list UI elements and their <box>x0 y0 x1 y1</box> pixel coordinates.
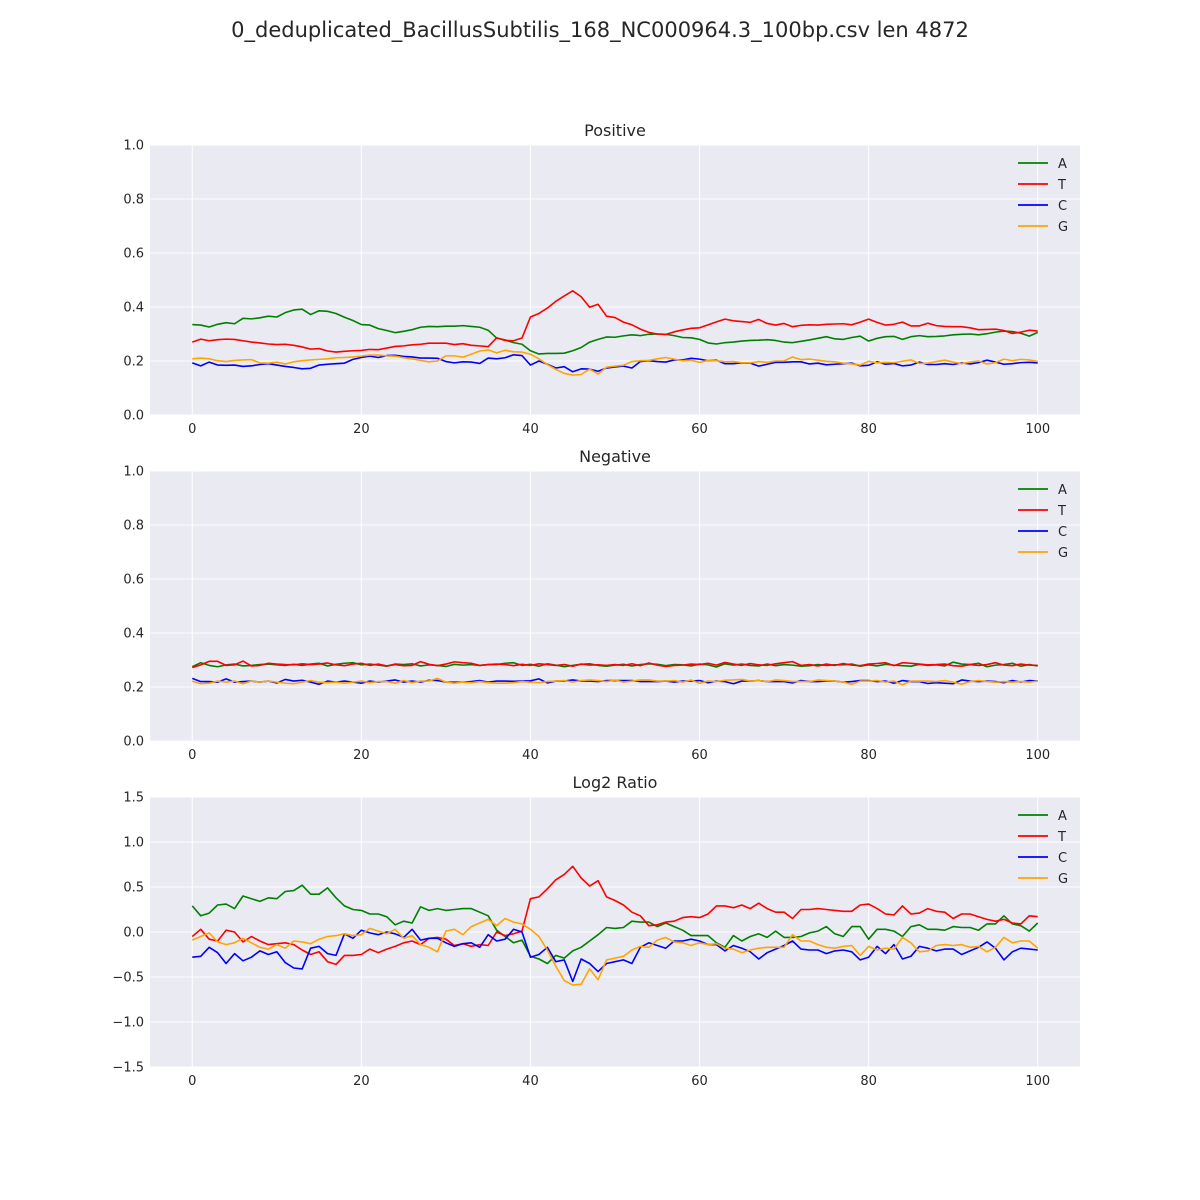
y-tick-label: 0.5 <box>123 881 144 896</box>
subplot-1: 0 20 40 60 80 100 0.0 0.2 0.4 0.6 0.8 1.0 Positive AT… <box>123 121 1080 437</box>
x-tick-label: 20 <box>353 422 370 437</box>
legend-label-A: A <box>1058 483 1067 498</box>
y-tick-label: 0.2 <box>123 681 144 696</box>
legend-label-G: G <box>1058 546 1068 561</box>
x-tick-label: 60 <box>691 1074 708 1089</box>
plot-area <box>150 145 1080 415</box>
x-tick-label: 100 <box>1025 422 1050 437</box>
legend-label-C: C <box>1058 525 1067 540</box>
x-tick-label: 80 <box>860 1074 877 1089</box>
subplot-title: Positive <box>584 121 646 140</box>
x-tick-label: 60 <box>691 748 708 763</box>
series-line-G <box>191 917 1039 986</box>
y-tick-label: 0.0 <box>123 409 144 424</box>
legend-label-C: C <box>1058 851 1067 866</box>
y-tick-label: 1.0 <box>123 836 144 851</box>
legend-label-A: A <box>1058 157 1067 172</box>
x-tick-label: 40 <box>522 748 539 763</box>
x-tick-label: 0 <box>188 748 196 763</box>
x-tick-label: 60 <box>691 422 708 437</box>
series-line-C <box>192 928 1038 983</box>
x-tick-label: 0 <box>188 1074 196 1089</box>
subplot-3: 0 20 40 60 80 100 −1.5 −1.0 −0.5 0.0 0.5 1.0 1.5 Log2… <box>112 773 1080 1089</box>
subplot-2: 0 20 40 60 80 100 0.0 0.2 0.4 0.6 0.8 1.0 Negative AT… <box>123 447 1080 763</box>
y-tick-label: 0.4 <box>123 301 144 316</box>
y-tick-label: 0.2 <box>123 355 144 370</box>
figure-title: 0_deduplicated_BacillusSubtilis_168_NC00… <box>231 18 969 42</box>
y-tick-label: 1.0 <box>123 139 144 154</box>
series-line-C <box>192 353 1038 373</box>
series-line-G <box>192 677 1038 686</box>
legend-label-A: A <box>1058 809 1067 824</box>
x-tick-label: 20 <box>353 1074 370 1089</box>
x-tick-label: 100 <box>1025 748 1050 763</box>
y-tick-label: −0.5 <box>112 971 144 986</box>
y-tick-label: 1.0 <box>123 465 144 480</box>
legend-label-C: C <box>1058 199 1067 214</box>
y-tick-label: −1.5 <box>112 1061 144 1076</box>
x-tick-label: 0 <box>188 422 196 437</box>
y-tick-label: −1.0 <box>112 1016 144 1031</box>
x-tick-label: 40 <box>522 422 539 437</box>
series-line-T <box>192 289 1038 353</box>
x-tick-label: 80 <box>860 422 877 437</box>
y-tick-label: 1.5 <box>123 791 144 806</box>
series-line-A <box>191 884 1039 965</box>
legend-label-T: T <box>1057 504 1066 519</box>
subplot-title: Negative <box>579 447 651 466</box>
series-line-G <box>192 349 1038 376</box>
x-tick-label: 80 <box>860 748 877 763</box>
subplot-title: Log2 Ratio <box>573 773 658 792</box>
x-tick-label: 20 <box>353 748 370 763</box>
legend-label-T: T <box>1057 178 1066 193</box>
y-tick-label: 0.6 <box>123 573 144 588</box>
series-line-T <box>191 865 1038 966</box>
x-tick-label: 40 <box>522 1074 539 1089</box>
y-tick-label: 0.8 <box>123 519 144 534</box>
x-tick-label: 100 <box>1025 1074 1050 1089</box>
y-tick-label: 0.0 <box>123 735 144 750</box>
y-tick-label: 0.8 <box>123 193 144 208</box>
legend-label-T: T <box>1057 830 1066 845</box>
y-tick-label: 0.4 <box>123 627 144 642</box>
y-tick-label: 0.0 <box>123 926 144 941</box>
legend-label-G: G <box>1058 872 1068 887</box>
legend-label-G: G <box>1058 220 1068 235</box>
series-line-A <box>192 308 1039 355</box>
plot-area <box>150 471 1080 741</box>
series-line-T <box>192 660 1038 669</box>
y-tick-label: 0.6 <box>123 247 144 262</box>
